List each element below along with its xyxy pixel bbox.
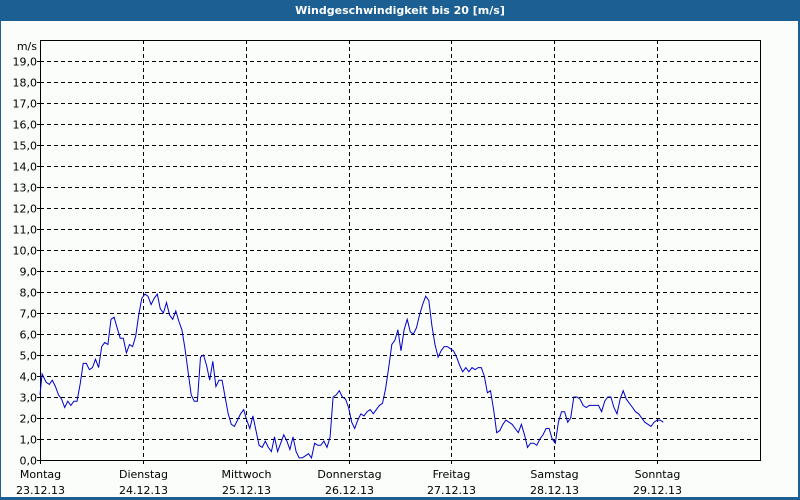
y-tick-label: 7,0 xyxy=(20,308,38,321)
x-label-day: Sonntag xyxy=(635,468,681,481)
y-tick-label: 17,0 xyxy=(13,98,38,111)
y-tick-label: 18,0 xyxy=(13,77,38,90)
plot-frame xyxy=(40,40,761,461)
y-tick-label: 15,0 xyxy=(13,140,38,153)
y-tick-label: 8,0 xyxy=(20,287,38,300)
x-label-date: 23.12.13 xyxy=(16,484,65,497)
x-label-day: Dienstag xyxy=(119,468,168,481)
x-label-date: 24.12.13 xyxy=(119,484,168,497)
y-tick-label: 13,0 xyxy=(13,182,38,195)
y-axis-ticks: 0,0 1,0 2,0 3,0 4,0 5,0 6,0 7,0 8,0 9,0 10,0 11,0 12… xyxy=(13,56,38,468)
y-tick-label: 5,0 xyxy=(20,350,38,363)
y-tick-label: 19,0 xyxy=(13,56,38,69)
y-tick-label: 14,0 xyxy=(13,161,38,174)
y-axis-unit-label: m/s xyxy=(17,40,37,53)
y-tick-label: 6,0 xyxy=(20,329,38,342)
x-label-day: Mittwoch xyxy=(222,468,272,481)
y-tick-label: 12,0 xyxy=(13,203,38,216)
x-label-day: Donnerstag xyxy=(317,468,381,481)
x-label-date: 29.12.13 xyxy=(633,484,682,497)
x-label-date: 25.12.13 xyxy=(222,484,271,497)
y-tick-label: 11,0 xyxy=(13,224,38,237)
y-tick-label: 2,0 xyxy=(20,413,38,426)
y-tick-label: 0,0 xyxy=(20,455,38,468)
x-label-day: Montag xyxy=(20,468,61,481)
y-tick-label: 3,0 xyxy=(20,392,38,405)
chart-canvas xyxy=(1,21,798,497)
chart-title: Windgeschwindigkeit bis 20 [m/s] xyxy=(0,0,800,21)
y-tick-label: 1,0 xyxy=(20,434,38,447)
x-label-date: 27.12.13 xyxy=(427,484,476,497)
x-label-date: 28.12.13 xyxy=(530,484,579,497)
y-tick-label: 4,0 xyxy=(20,371,38,384)
x-axis-labels: Montag 23.12.13 Dienstag 24.12.13 Mittwoch 25… xyxy=(16,468,682,497)
y-tick-label: 10,0 xyxy=(13,245,38,258)
y-tick-label: 9,0 xyxy=(20,266,38,279)
x-label-day: Freitag xyxy=(433,468,471,481)
wind-speed-series-line xyxy=(39,292,664,460)
x-label-day: Samstag xyxy=(530,468,578,481)
grid-lines xyxy=(37,40,760,464)
y-tick-label: 16,0 xyxy=(13,119,38,132)
x-label-date: 26.12.13 xyxy=(325,484,374,497)
